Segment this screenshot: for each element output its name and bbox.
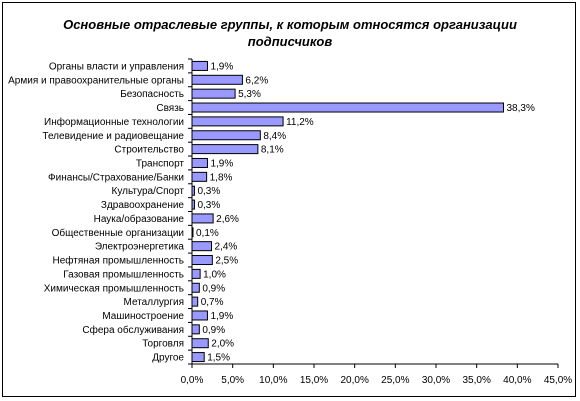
bar <box>191 241 213 252</box>
bar <box>191 282 200 293</box>
x-tick-label: 15,0% <box>300 375 328 386</box>
category-label: Армия и правоохранительные органы <box>8 75 184 86</box>
bar <box>191 352 205 363</box>
bar <box>191 310 208 321</box>
bar <box>191 157 208 168</box>
bar <box>191 102 505 113</box>
x-tick-label: 30,0% <box>422 375 450 386</box>
category-label: Сфера обслуживания <box>82 324 184 336</box>
bar <box>191 255 213 266</box>
value-label: 0,3% <box>197 200 220 211</box>
category-label: Связь <box>156 103 184 114</box>
chart-title: Основные отраслевые группы, к которым от… <box>3 16 577 50</box>
bar <box>191 185 195 196</box>
value-label: 1,9% <box>210 61 233 72</box>
value-label: 1,9% <box>210 158 233 169</box>
category-label: Нефтяная промышленность <box>53 255 184 267</box>
category-label: Культура/Спорт <box>112 186 185 197</box>
bar <box>191 227 194 238</box>
x-tick-label: 35,0% <box>462 375 490 386</box>
category-label: Телевидение и радиовещание <box>42 131 184 142</box>
category-label: Общественные организации <box>52 227 184 239</box>
value-label: 0,9% <box>202 283 225 294</box>
bar <box>191 324 200 335</box>
value-label: 1,8% <box>210 172 233 183</box>
x-tick-label: 10,0% <box>259 375 287 386</box>
chart-frame: Основные отраслевые группы, к которым от… <box>2 2 576 397</box>
bar <box>191 213 214 224</box>
category-label: Химическая промышленность <box>44 283 184 294</box>
bar <box>191 144 259 155</box>
value-label: 8,4% <box>263 131 286 142</box>
category-label: Другое <box>152 353 184 364</box>
x-tick-label: 20,0% <box>340 375 368 386</box>
chart-title-line-2: подписчиков <box>247 34 333 49</box>
value-label: 2,4% <box>215 242 238 253</box>
value-label: 11,2% <box>286 117 314 128</box>
bar <box>191 60 208 71</box>
value-label: 38,3% <box>507 103 535 114</box>
bar <box>191 199 195 210</box>
value-label: 1,0% <box>203 269 226 280</box>
value-label: 0,7% <box>201 297 224 308</box>
bar <box>191 338 209 349</box>
x-tick-label: 25,0% <box>381 375 409 386</box>
bar <box>191 171 208 182</box>
category-label: Органы власти и управления <box>49 61 184 72</box>
value-label: 0,3% <box>197 186 220 197</box>
category-label: Информационные технологии <box>44 116 184 128</box>
bar <box>191 268 201 279</box>
bar <box>191 116 284 127</box>
bar <box>191 296 199 307</box>
value-label: 1,9% <box>210 311 233 322</box>
category-label: Машиностроение <box>102 311 184 322</box>
value-label: 0,1% <box>196 228 219 239</box>
category-label: Электроэнергетика <box>95 242 185 253</box>
value-label: 2,6% <box>216 214 239 225</box>
category-label: Финансы/Страхование/Банки <box>48 172 184 183</box>
category-label: Металлургия <box>124 297 184 308</box>
x-tick-label: 40,0% <box>503 375 531 386</box>
category-label: Безопасность <box>120 89 184 100</box>
value-label: 1,5% <box>207 353 230 364</box>
category-label: Наука/образование <box>94 213 185 225</box>
value-label: 6,2% <box>245 75 268 86</box>
value-label: 8,1% <box>261 145 284 156</box>
x-tick-label: 5,0% <box>221 375 244 386</box>
value-label: 5,3% <box>238 89 261 100</box>
x-tick-label: 45,0% <box>544 375 572 386</box>
category-label: Газовая промышленность <box>63 269 184 280</box>
bar <box>191 130 261 141</box>
value-label: 0,9% <box>202 325 225 336</box>
value-label: 2,0% <box>211 339 234 350</box>
category-label: Транспорт <box>136 158 185 169</box>
chart-title-line-1: Основные отраслевые группы, к которым от… <box>63 17 517 32</box>
category-label: Здравоохранение <box>101 200 185 211</box>
bar <box>191 74 243 85</box>
x-tick-label: 0,0% <box>181 375 204 386</box>
value-label: 2,5% <box>215 256 238 267</box>
category-label: Строительство <box>114 145 184 156</box>
bar <box>191 88 236 99</box>
category-label: Торговля <box>142 339 184 350</box>
